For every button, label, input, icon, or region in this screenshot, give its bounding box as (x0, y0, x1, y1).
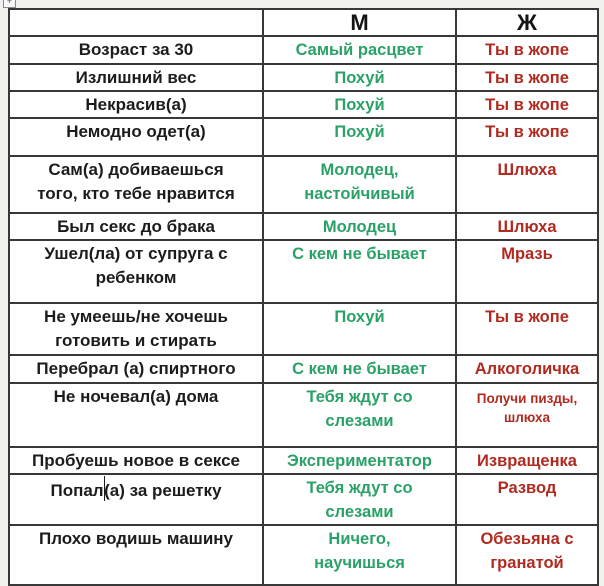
female-cell[interactable]: Шлюха (455, 212, 599, 241)
table-row: Излишний вес Похуй Ты в жопе (8, 63, 599, 92)
situation-cell[interactable]: Пробуешь новое в сексе (8, 446, 264, 475)
table-row: Сам(а) добиваешься того, кто тебе нравит… (8, 155, 599, 214)
table-header-row: М Ж (8, 8, 599, 37)
situation-cell[interactable]: Сам(а) добиваешься того, кто тебе нравит… (8, 155, 264, 214)
male-cell[interactable]: Тебя ждут со слезами (262, 382, 457, 448)
female-cell[interactable]: Ты в жопе (455, 302, 599, 356)
female-cell[interactable]: Алкоголичка (455, 354, 599, 384)
comparison-table: М Ж Возраст за 30 Самый расцвет Ты в жоп… (8, 8, 599, 586)
situation-cell[interactable]: Ушел(ла) от супруга с ребенком (8, 239, 264, 304)
male-cell[interactable]: Тебя ждут со слезами (262, 473, 457, 526)
table-row: Плохо водишь машину Ничего, научишься Об… (8, 524, 599, 586)
situation-cell[interactable]: Возраст за 30 (8, 35, 264, 65)
situation-cell[interactable]: Не ночевал(а) дома (8, 382, 264, 448)
male-cell[interactable]: Похуй (262, 63, 457, 92)
table-row: Пробуешь новое в сексе Экспериментатор И… (8, 446, 599, 475)
table-row: Немодно одет(а) Похуй Ты в жопе (8, 117, 599, 157)
female-cell[interactable]: Ты в жопе (455, 90, 599, 119)
situation-cell[interactable]: Плохо водишь машину (8, 524, 264, 586)
situation-text: Попал (50, 481, 104, 500)
situation-cell[interactable]: Перебрал (а) спиртного (8, 354, 264, 384)
table-row: Возраст за 30 Самый расцвет Ты в жопе (8, 35, 599, 65)
male-cell[interactable]: Молодец (262, 212, 457, 241)
male-cell[interactable]: Молодец, настойчивый (262, 155, 457, 214)
female-cell[interactable]: Ты в жопе (455, 63, 599, 92)
table-row: Не ночевал(а) дома Тебя ждут со слезами … (8, 382, 599, 448)
text-caret-icon (103, 476, 106, 501)
male-cell[interactable]: Экспериментатор (262, 446, 457, 475)
situation-cell[interactable]: Излишний вес (8, 63, 264, 92)
female-cell[interactable]: Извращенка (455, 446, 599, 475)
table-row: Некрасив(а) Похуй Ты в жопе (8, 90, 599, 119)
male-cell[interactable]: С кем не бывает (262, 239, 457, 304)
situation-cell[interactable]: Попал(а) за решетку (8, 473, 264, 526)
female-cell[interactable]: Шлюха (455, 155, 599, 214)
male-cell[interactable]: С кем не бывает (262, 354, 457, 384)
female-cell[interactable]: Мразь (455, 239, 599, 304)
table-move-handle-icon[interactable]: + (3, 0, 16, 9)
table-row: Ушел(ла) от супруга с ребенком С кем не … (8, 239, 599, 304)
header-male-cell[interactable]: М (262, 8, 457, 37)
table-row: Был секс до брака Молодец Шлюха (8, 212, 599, 241)
table-row: Не умеешь/не хочешь готовить и стирать П… (8, 302, 599, 356)
male-cell[interactable]: Самый расцвет (262, 35, 457, 65)
male-cell[interactable]: Похуй (262, 90, 457, 119)
situation-cell[interactable]: Некрасив(а) (8, 90, 264, 119)
male-cell[interactable]: Похуй (262, 302, 457, 356)
table-row: Перебрал (а) спиртного С кем не бывает А… (8, 354, 599, 384)
male-cell[interactable]: Похуй (262, 117, 457, 157)
table-row: Попал(а) за решетку Тебя ждут со слезами… (8, 473, 599, 526)
female-cell[interactable]: Ты в жопе (455, 117, 599, 157)
header-empty-cell[interactable] (8, 8, 264, 37)
situation-text: (а) за решетку (104, 481, 222, 500)
situation-cell[interactable]: Не умеешь/не хочешь готовить и стирать (8, 302, 264, 356)
male-cell[interactable]: Ничего, научишься (262, 524, 457, 586)
situation-cell[interactable]: Немодно одет(а) (8, 117, 264, 157)
female-cell[interactable]: Ты в жопе (455, 35, 599, 65)
situation-cell[interactable]: Был секс до брака (8, 212, 264, 241)
header-female-cell[interactable]: Ж (455, 8, 599, 37)
female-cell[interactable]: Развод (455, 473, 599, 526)
female-cell[interactable]: Получи пизды, шлюха (455, 382, 599, 448)
female-cell[interactable]: Обезьяна с гранатой (455, 524, 599, 586)
